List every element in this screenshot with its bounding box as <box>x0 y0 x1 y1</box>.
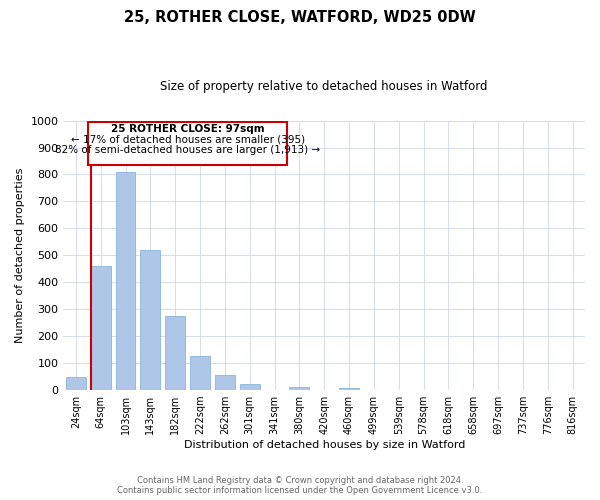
Bar <box>289 386 310 390</box>
Title: Size of property relative to detached houses in Watford: Size of property relative to detached ho… <box>160 80 488 93</box>
Text: 25 ROTHER CLOSE: 97sqm: 25 ROTHER CLOSE: 97sqm <box>111 124 265 134</box>
Text: 82% of semi-detached houses are larger (1,913) →: 82% of semi-detached houses are larger (… <box>55 145 320 155</box>
Text: ← 17% of detached houses are smaller (395): ← 17% of detached houses are smaller (39… <box>71 134 305 144</box>
Bar <box>116 172 136 390</box>
Y-axis label: Number of detached properties: Number of detached properties <box>15 168 25 343</box>
Text: 25, ROTHER CLOSE, WATFORD, WD25 0DW: 25, ROTHER CLOSE, WATFORD, WD25 0DW <box>124 10 476 25</box>
Text: Contains HM Land Registry data © Crown copyright and database right 2024.
Contai: Contains HM Land Registry data © Crown c… <box>118 476 482 495</box>
Bar <box>91 266 110 390</box>
Bar <box>140 250 160 390</box>
Bar <box>66 378 86 390</box>
Bar <box>190 356 210 390</box>
Bar <box>339 388 359 390</box>
Bar <box>240 384 260 390</box>
Bar <box>215 374 235 390</box>
X-axis label: Distribution of detached houses by size in Watford: Distribution of detached houses by size … <box>184 440 465 450</box>
FancyBboxPatch shape <box>88 122 287 165</box>
Bar <box>165 316 185 390</box>
